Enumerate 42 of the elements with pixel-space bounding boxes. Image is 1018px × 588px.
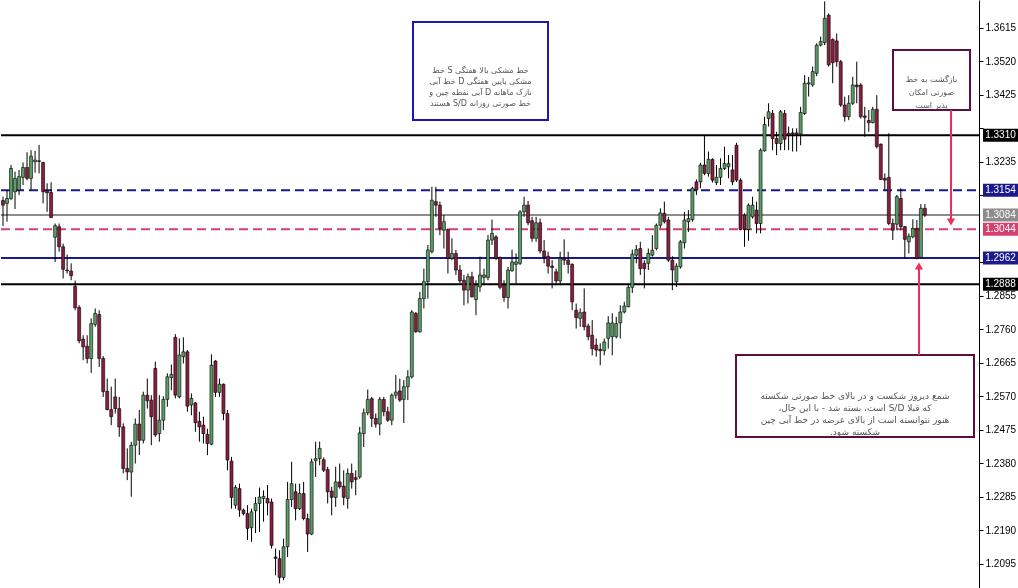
y-tick-label: 1.3425	[985, 89, 1017, 101]
y-tick-label: 1.2095	[985, 558, 1017, 570]
candlestick	[590, 319, 595, 356]
y-tick-label: 1.2570	[985, 390, 1017, 402]
ref-line-label: 1.3154	[985, 184, 1017, 196]
candlestick	[53, 223, 57, 263]
candlestick	[29, 149, 33, 191]
candlestick	[610, 312, 615, 356]
ref-line-label: 1.3084	[985, 209, 1017, 221]
candlestick	[257, 487, 262, 533]
candlestick	[109, 386, 114, 426]
annotation: شمع دیروز شکست و در بالای خط صورتی شکسته که قبلا S/D است، بسته شد - با این حال، هنوز نتوانسته است از بالای عرضه در خط آبی چین شکسته شود.	[760, 391, 950, 437]
candlestick	[574, 303, 578, 330]
y-tick-label: 1.2855	[985, 290, 1017, 302]
y-tick-label: 1.2380	[985, 457, 1017, 469]
candlestick	[261, 489, 266, 523]
candlestick	[598, 342, 603, 366]
candlestick	[13, 171, 17, 210]
candlestick	[333, 466, 338, 508]
annotation: بازگشت به خط صورتی امکان پذیر است	[905, 74, 958, 110]
candlestick	[277, 549, 282, 584]
y-tick-label: 1.2475	[985, 424, 1017, 436]
ref-line-label: 1.2962	[985, 252, 1017, 264]
candlestick	[466, 273, 470, 305]
y-tick-label: 1.2760	[985, 323, 1017, 335]
candlestick	[578, 307, 582, 328]
ref-line-label: 1.2888	[985, 278, 1017, 290]
candlestick	[618, 304, 623, 339]
y-tick-label: 1.2285	[985, 491, 1017, 503]
candlestick	[369, 396, 374, 428]
y-tick-label: 1.3520	[985, 55, 1017, 67]
candlestick	[25, 151, 29, 181]
candlestick	[341, 469, 346, 506]
candlestick	[638, 241, 643, 276]
y-tick-label: 1.2665	[985, 357, 1017, 369]
y-tick-label: 1.3235	[985, 156, 1017, 168]
ref-line-label: 1.3044	[985, 223, 1017, 235]
y-tick-label: 1.3615	[985, 22, 1017, 34]
y-tick-label: 1.2190	[985, 524, 1017, 536]
candlestick	[866, 109, 871, 133]
ref-line-label: 1.3310	[985, 129, 1017, 141]
annotation: خط مشکی بالا هفتگی S خط مشکی پایین هفتگی D خط آبی نازک ماهانه D آبی نقطه چین و خط صورتی روزانه S/D هستند	[428, 65, 532, 108]
